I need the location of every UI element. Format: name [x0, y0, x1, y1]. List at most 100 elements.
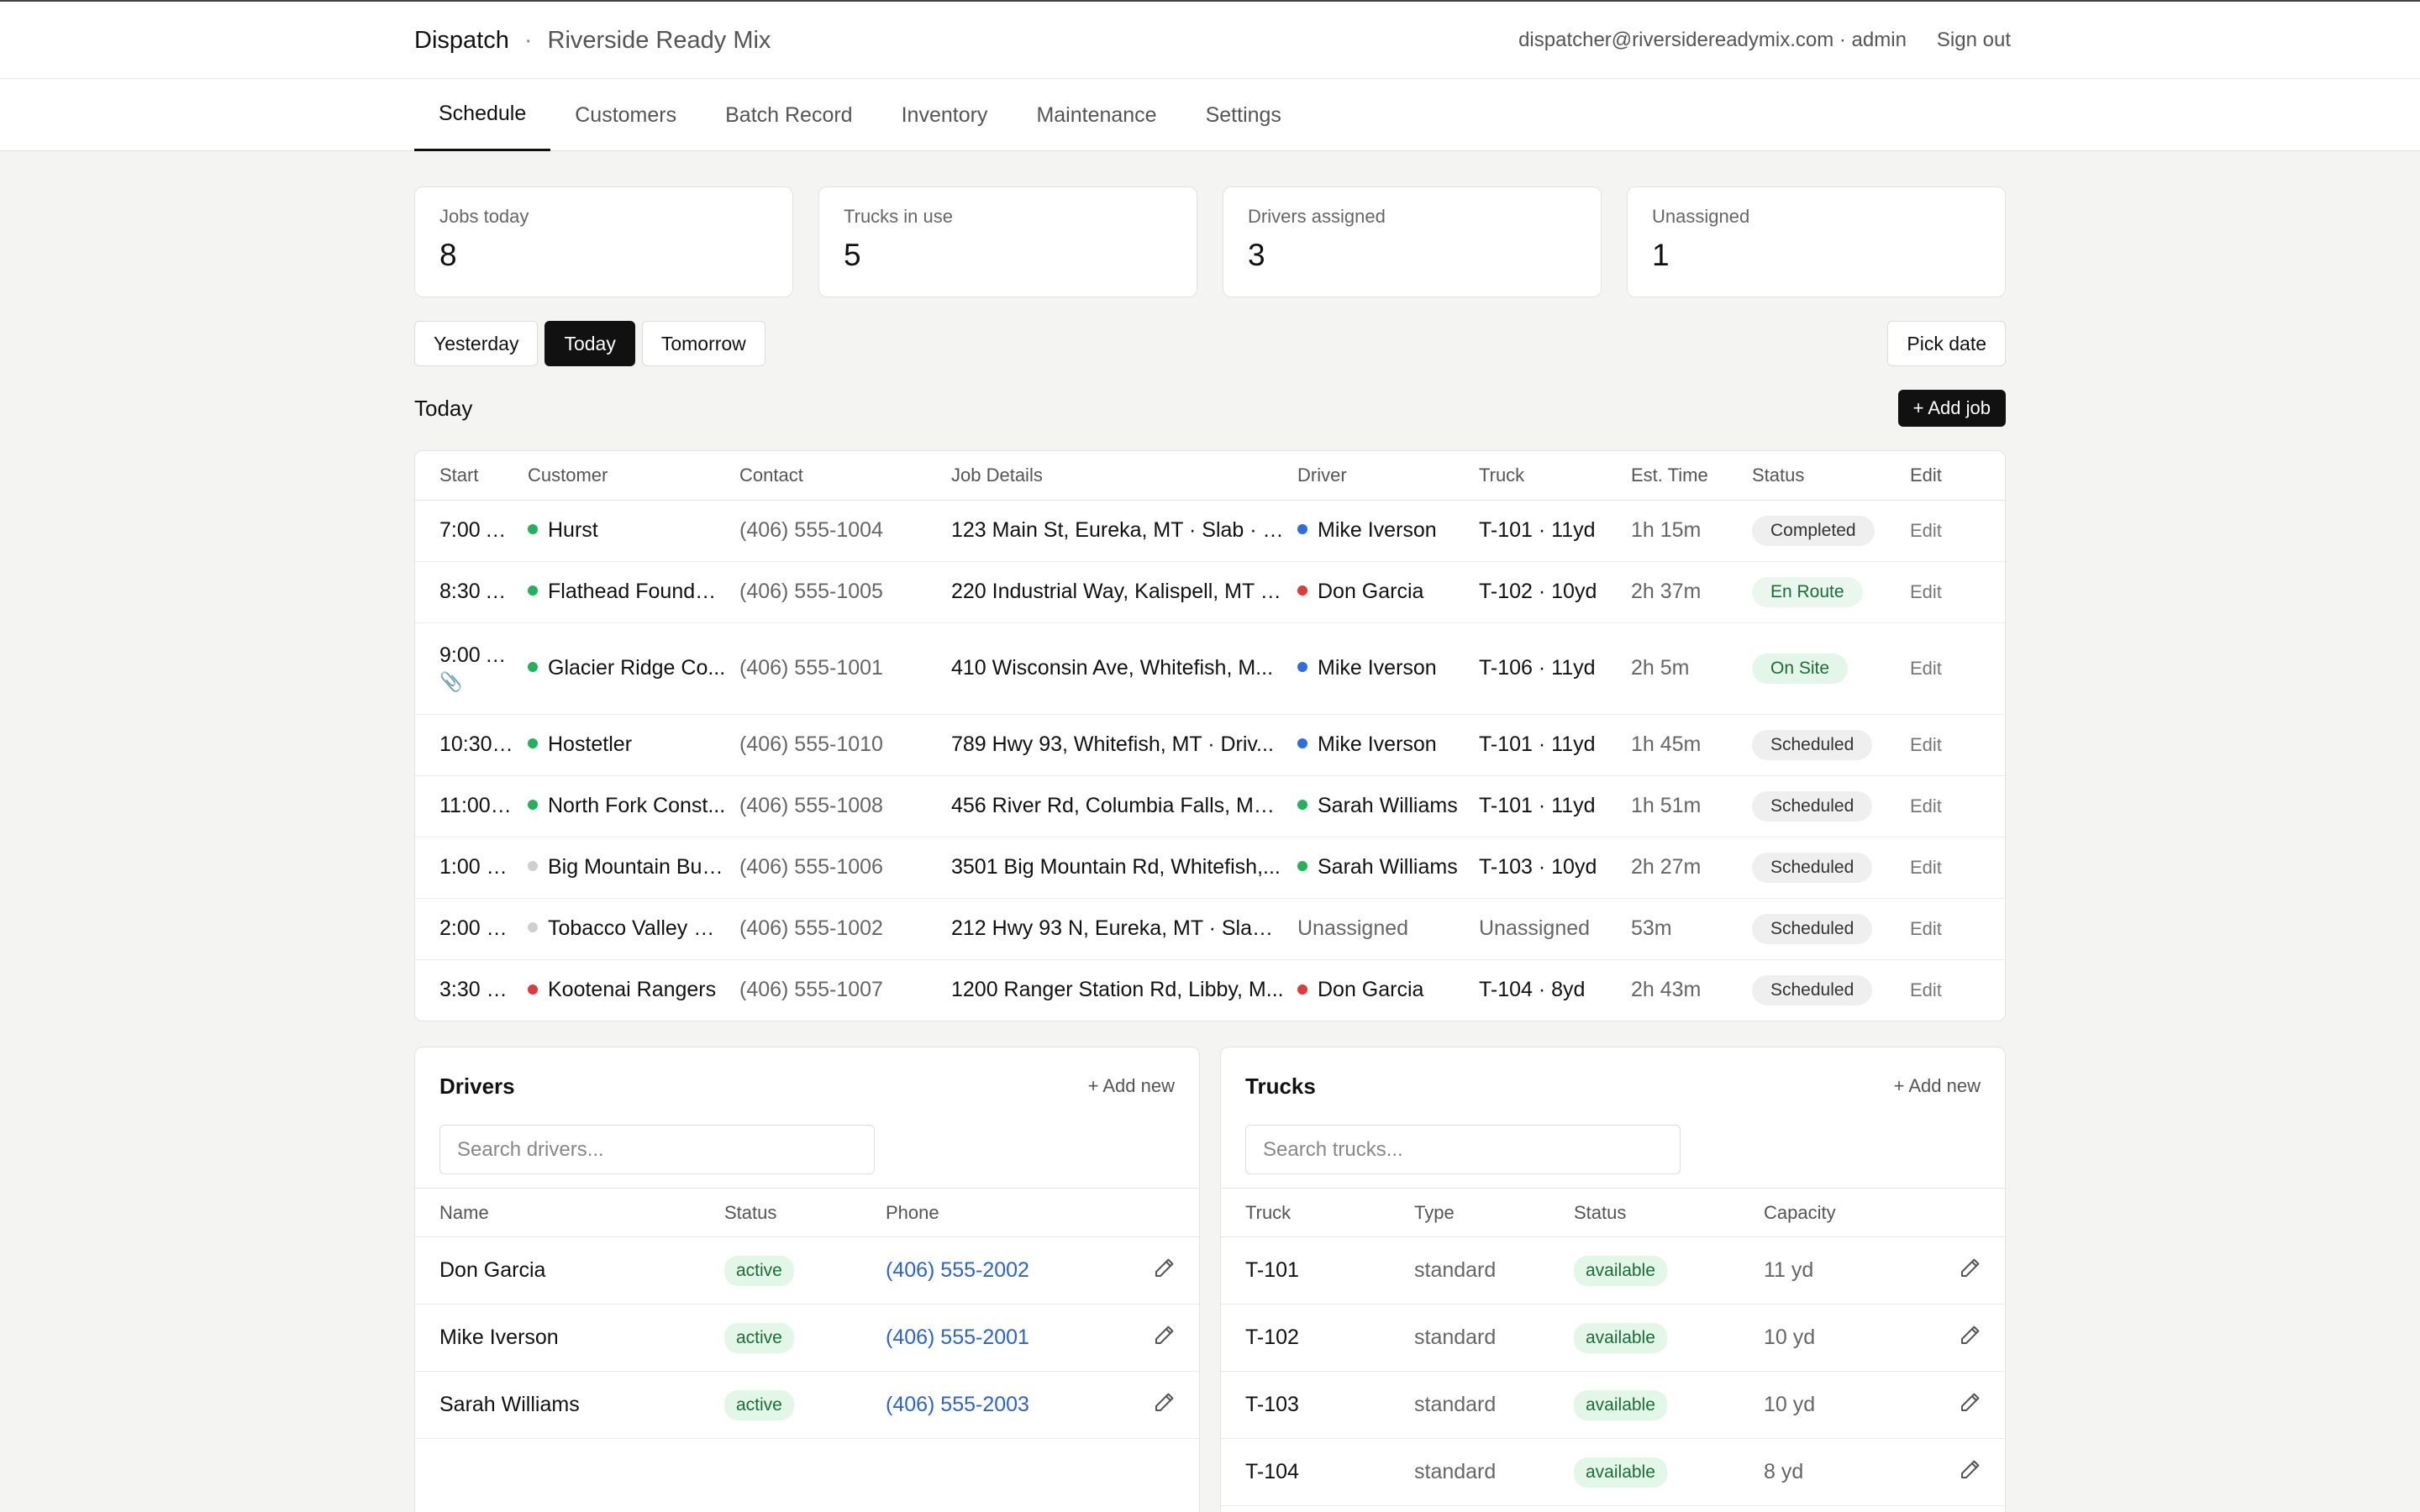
edit-job-button[interactable]: Edit: [1910, 520, 1942, 541]
pencil-icon[interactable]: [1152, 1393, 1177, 1420]
jobs-header-row: Start Customer Contact Job Details Drive…: [415, 451, 2005, 501]
job-row[interactable]: 11:00 AM North Fork Const... (406) 555-1…: [415, 775, 2005, 837]
drivers-table: Name Status Phone Don Garcia active (406…: [415, 1188, 1199, 1439]
job-customer: Glacier Ridge Co...: [521, 622, 733, 715]
col-type: Type: [1407, 1188, 1567, 1237]
pencil-icon[interactable]: [1958, 1393, 1983, 1420]
add-job-button[interactable]: + Add job: [1897, 390, 2006, 427]
customer-status-dot: [528, 984, 538, 995]
pick-date-button[interactable]: Pick date: [1887, 321, 2006, 366]
trucks-panel: Trucks + Add new Truck Type Status Capac…: [1220, 1047, 2006, 1512]
tomorrow-button[interactable]: Tomorrow: [641, 321, 765, 366]
driver-status: active: [718, 1236, 879, 1305]
status-badge: available: [1574, 1389, 1667, 1420]
status-badge: Completed: [1752, 515, 1875, 546]
tab-schedule[interactable]: Schedule: [414, 79, 551, 151]
job-row[interactable]: 1:00 PM Big Mountain Buil... (406) 555-1…: [415, 837, 2005, 899]
driver-name: Mike Iverson: [415, 1304, 718, 1372]
tab-maintenance[interactable]: Maintenance: [1036, 102, 1157, 127]
truck-type: standard: [1407, 1371, 1567, 1439]
tab-customers[interactable]: Customers: [575, 102, 677, 127]
job-driver: Mike Iverson: [1291, 622, 1472, 715]
status-badge: available: [1574, 1255, 1667, 1286]
job-start: 10:30 AM: [415, 714, 521, 776]
add-truck-button[interactable]: + Add new: [1893, 1075, 1981, 1096]
phone-link[interactable]: (406) 555-2001: [886, 1326, 1029, 1349]
job-details: 212 Hwy 93 N, Eureka, MT · Slab ...: [944, 898, 1291, 960]
pencil-icon[interactable]: [1958, 1258, 1983, 1285]
job-truck: T-103 · 10yd: [1472, 837, 1624, 899]
job-customer: Hostetler: [521, 714, 733, 776]
customer-status-dot: [528, 524, 538, 535]
pencil-icon[interactable]: [1152, 1326, 1177, 1352]
jobs-table: Start Customer Contact Job Details Drive…: [415, 451, 2005, 1021]
job-customer: Flathead Foundat...: [521, 561, 733, 623]
job-start: 1:00 PM: [415, 837, 521, 899]
job-details: 220 Industrial Way, Kalispell, MT ·...: [944, 561, 1291, 623]
stat-trucks-in-use: Trucks in use 5: [818, 186, 1197, 297]
tab-inventory[interactable]: Inventory: [901, 102, 988, 127]
col-est-time: Est. Time: [1624, 451, 1745, 501]
job-customer: North Fork Const...: [521, 775, 733, 837]
job-truck: Unassigned: [1472, 898, 1624, 960]
stat-value: 5: [844, 238, 861, 272]
status-badge: Scheduled: [1752, 852, 1873, 883]
search-trucks-input[interactable]: [1245, 1125, 1681, 1174]
company-name: Riverside Ready Mix: [547, 27, 771, 54]
phone-link[interactable]: (406) 555-2002: [886, 1258, 1029, 1282]
job-row[interactable]: 2:00 PM Tobacco Valley C... (406) 555-10…: [415, 898, 2005, 960]
job-row[interactable]: 3:30 PM Kootenai Rangers (406) 555-1007 …: [415, 959, 2005, 1021]
job-contact: (406) 555-1002: [733, 898, 944, 960]
pencil-icon[interactable]: [1958, 1460, 1983, 1487]
driver-status: active: [718, 1304, 879, 1372]
status-badge: Scheduled: [1752, 729, 1873, 760]
job-truck: T-104 · 8yd: [1479, 978, 1586, 1002]
job-details: 456 River Rd, Columbia Falls, MT ...: [944, 775, 1291, 837]
job-contact: (406) 555-1001: [733, 622, 944, 715]
edit-job-button[interactable]: Edit: [1910, 857, 1942, 878]
tab-settings[interactable]: Settings: [1205, 102, 1281, 127]
add-driver-button[interactable]: + Add new: [1087, 1075, 1175, 1096]
yesterday-button[interactable]: Yesterday: [414, 321, 539, 366]
job-row[interactable]: 7:00 AM Hurst (406) 555-1004 123 Main St…: [415, 500, 2005, 562]
edit-job-button[interactable]: Edit: [1910, 658, 1942, 679]
edit-job-button[interactable]: Edit: [1910, 979, 1942, 1001]
window-top-border: [0, 0, 2420, 2]
job-contact: (406) 555-1004: [733, 500, 944, 562]
job-row[interactable]: 9:00 AM 📎 Glacier Ridge Co... (406) 555-1…: [415, 622, 2005, 715]
tab-batch-record[interactable]: Batch Record: [725, 102, 853, 127]
job-customer: Kootenai Rangers: [521, 959, 733, 1021]
phone-link[interactable]: (406) 555-2003: [886, 1393, 1029, 1416]
sign-out-link[interactable]: Sign out: [1936, 29, 2011, 51]
user-email: dispatcher@riversidereadymix.com · admin: [1518, 29, 1907, 51]
truck-edit: [1925, 1438, 2005, 1506]
job-row[interactable]: 10:30 AM Hostetler (406) 555-1010 789 Hw…: [415, 714, 2005, 776]
job-row[interactable]: 8:30 AM Flathead Foundat... (406) 555-10…: [415, 561, 2005, 623]
driver-row: Mike Iverson active (406) 555-2001: [415, 1304, 1199, 1372]
col-edit: Edit: [1903, 451, 2005, 501]
brand: Dispatch · Riverside Ready Mix: [414, 27, 771, 55]
edit-job-button[interactable]: Edit: [1910, 734, 1942, 755]
job-est-time: 1h 45m: [1624, 714, 1745, 776]
job-edit: Edit: [1903, 622, 2005, 715]
search-drivers-input[interactable]: [439, 1125, 875, 1174]
status-badge: active: [724, 1389, 794, 1420]
edit-job-button[interactable]: Edit: [1910, 918, 1942, 939]
today-button[interactable]: Today: [544, 321, 635, 366]
jobs-section-title: Today: [414, 395, 473, 421]
col-status: Status: [1745, 451, 1903, 501]
edit-job-button[interactable]: Edit: [1910, 795, 1942, 816]
edit-job-button[interactable]: Edit: [1910, 581, 1942, 602]
status-badge: En Route: [1752, 576, 1863, 607]
stat-value: 8: [439, 238, 457, 272]
job-status: Scheduled: [1745, 714, 1903, 776]
pencil-icon[interactable]: [1958, 1326, 1983, 1352]
driver-phone: (406) 555-2002: [879, 1236, 1123, 1305]
job-est-time: 2h 37m: [1624, 561, 1745, 623]
job-driver: Don Garcia: [1291, 561, 1472, 623]
pencil-icon[interactable]: [1152, 1258, 1177, 1285]
bottom-panels: Drivers + Add new Name Status Phone Don …: [414, 1047, 2006, 1512]
customer-status-dot: [528, 585, 538, 596]
truck-edit: [1925, 1236, 2005, 1305]
stat-jobs-today: Jobs today 8: [414, 186, 793, 297]
